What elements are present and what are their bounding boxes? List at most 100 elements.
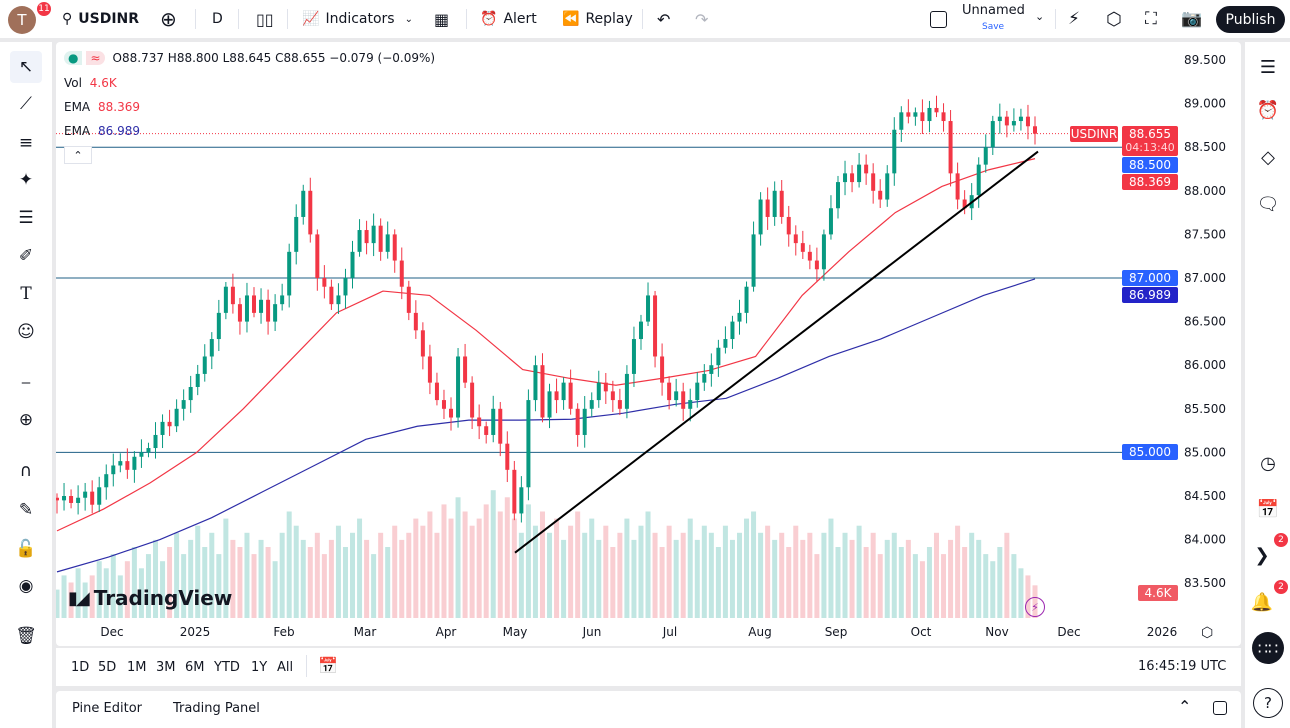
candle-body	[723, 339, 728, 348]
candle-body	[181, 400, 186, 409]
text-icon[interactable]: T	[20, 284, 32, 304]
redo-button[interactable]: ↷	[695, 0, 708, 38]
snapshot-button[interactable]: 📷	[1181, 0, 1202, 38]
volume-bar	[948, 539, 954, 618]
lightning-event-icon[interactable]: ⚡	[1025, 597, 1045, 617]
range-button-6m[interactable]: 6M	[185, 660, 205, 675]
quick-search-button[interactable]: ⚡	[1068, 0, 1080, 38]
volume-bar	[272, 561, 278, 618]
alarm-clock-icon[interactable]: ⏰	[1256, 99, 1280, 121]
range-button-all[interactable]: All	[277, 660, 294, 675]
ruler-icon[interactable]: ⎯	[21, 372, 31, 392]
symbol-search[interactable]: ⚲ USDINR	[62, 11, 140, 27]
range-button-1m[interactable]: 1M	[127, 660, 147, 675]
fullscreen-button[interactable]: ⛶	[1145, 0, 1157, 38]
grid-icon: ▦	[434, 9, 450, 29]
brush-icon[interactable]: ✐	[18, 246, 34, 266]
watchlist-icon[interactable]: ☰	[1259, 56, 1277, 78]
publish-button[interactable]: Publish	[1216, 6, 1285, 33]
clock-utc[interactable]: 16:45:19 UTC	[1138, 659, 1227, 674]
magnet-icon[interactable]: ∩	[19, 461, 33, 481]
zoom-in-icon[interactable]: ⊕	[18, 410, 34, 430]
calendar-icon[interactable]: 📅	[1256, 498, 1280, 520]
indicators-button[interactable]: 📈 Indicators ⌄	[302, 11, 413, 27]
candle-body	[146, 448, 151, 453]
volume-bars	[56, 490, 1038, 618]
volume-bar	[1011, 554, 1017, 618]
goto-date-calendar-icon[interactable]: 📅	[318, 656, 338, 675]
range-button-ytd[interactable]: YTD	[214, 660, 240, 675]
price-chart[interactable]: 89.500 89.000 88.500 88.000 87.500 87.000 86.5…	[56, 42, 1241, 646]
last-price-label: 88.655 04:13:40	[1122, 126, 1178, 156]
chat-icon[interactable]: 🗨	[1256, 193, 1280, 215]
fib-icon[interactable]: ☰	[18, 208, 34, 228]
lock-icon[interactable]: 🔓	[15, 539, 37, 559]
range-button-3m[interactable]: 3M	[156, 660, 176, 675]
candle-body	[244, 295, 249, 322]
range-button-1d[interactable]: 1D	[71, 660, 90, 675]
candle-body	[273, 304, 278, 322]
volume-bar	[82, 582, 88, 618]
layout-name[interactable]: Unnamed	[962, 3, 1025, 18]
range-button-1y[interactable]: 1Y	[251, 660, 268, 675]
tab-trading-panel[interactable]: Trading Panel	[173, 701, 260, 716]
cursor-icon[interactable]: ↖	[10, 51, 42, 83]
undo-button[interactable]: ↶	[657, 0, 670, 38]
pattern-icon[interactable]: ✦	[18, 170, 34, 190]
volume-legend[interactable]: Vol 4.6K	[64, 76, 117, 90]
lock-drawings-pencil-icon[interactable]: ✎	[18, 500, 34, 520]
tradingview-logo[interactable]: ▮◢ TradingView	[68, 586, 233, 610]
maximize-panel-icon[interactable]	[1213, 701, 1227, 715]
candle-body	[399, 260, 404, 287]
add-symbol-button[interactable]: ⊕	[160, 0, 177, 38]
candle-body	[948, 121, 953, 174]
candle-body	[617, 400, 622, 409]
chart-type-button[interactable]: ▯▯	[256, 0, 274, 38]
volume-bar	[371, 554, 377, 618]
tab-pine-editor[interactable]: Pine Editor	[72, 701, 143, 716]
emoji-icon[interactable]: ☺	[17, 322, 35, 342]
ema-fast-legend[interactable]: EMA 88.369	[64, 100, 140, 114]
eye-icon[interactable]: ◉	[18, 576, 34, 596]
range-button-5d[interactable]: 5D	[98, 660, 117, 675]
volume-bar	[856, 525, 862, 618]
bell-icon[interactable]: 🔔	[1250, 591, 1274, 613]
candle-body	[561, 382, 566, 401]
trend-line-icon[interactable]: ⟋	[20, 94, 32, 114]
trash-icon[interactable]: 🗑	[15, 626, 37, 646]
volume-bar	[687, 518, 693, 618]
apps-grid-icon[interactable]: ∷∷	[1252, 632, 1284, 664]
alert-button[interactable]: ⏰ Alert	[480, 11, 537, 27]
volume-bar	[265, 547, 271, 618]
candle-body	[62, 496, 67, 501]
chevron-down-icon[interactable]: ⌄	[1035, 10, 1045, 23]
expand-panel-chevron-up-icon[interactable]: ⌃	[1178, 697, 1192, 716]
settings-button[interactable]: ⬡	[1106, 0, 1122, 38]
collapse-legend-button[interactable]: ⌃	[64, 146, 92, 164]
volume-bar	[56, 589, 60, 618]
candle-body	[878, 190, 883, 200]
interval-button[interactable]: D	[212, 11, 223, 27]
feed-icon[interactable]: ❯	[1254, 544, 1270, 566]
save-link[interactable]: Save	[982, 22, 1005, 32]
candle-body	[624, 373, 629, 409]
volume-bar	[476, 518, 482, 618]
volume-label: 4.6K	[1138, 585, 1178, 601]
candle-body	[575, 408, 580, 435]
horizontal-lines-icon[interactable]: ≡	[18, 133, 34, 153]
help-icon[interactable]: ?	[1253, 688, 1283, 718]
ema-slow-legend[interactable]: EMA 86.989	[64, 124, 140, 138]
volume-bar	[251, 554, 257, 618]
volume-bar	[286, 511, 292, 618]
templates-button[interactable]: ▦	[434, 0, 449, 38]
candle-body	[76, 497, 81, 503]
axis-settings-gear-icon[interactable]: ⬡	[1201, 625, 1214, 641]
replay-button[interactable]: ⏪ Replay	[562, 11, 633, 27]
price-axis-ticks: 89.500 89.000 88.500 88.000 87.500 87.000 86.5…	[1184, 53, 1226, 590]
user-avatar[interactable]: T	[8, 6, 36, 34]
layout-checkbox[interactable]	[930, 11, 947, 28]
volume-bar	[708, 532, 714, 618]
layers-icon[interactable]: ◇	[1261, 146, 1275, 168]
chart-pane[interactable]: 89.500 89.000 88.500 88.000 87.500 87.000 86.5…	[56, 42, 1241, 646]
speedometer-icon[interactable]: ◷	[1260, 452, 1276, 474]
